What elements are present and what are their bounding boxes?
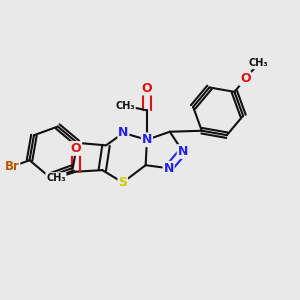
Text: N: N (142, 133, 152, 146)
Text: O: O (240, 72, 251, 85)
Text: CH₃: CH₃ (46, 173, 66, 183)
Text: CH₃: CH₃ (116, 101, 135, 111)
Text: N: N (178, 145, 188, 158)
Text: O: O (71, 142, 81, 155)
Text: Br: Br (5, 160, 20, 173)
Text: N: N (118, 127, 129, 140)
Text: O: O (142, 82, 152, 94)
Text: S: S (118, 176, 127, 189)
Text: CH₃: CH₃ (248, 58, 268, 68)
Text: N: N (164, 162, 174, 175)
